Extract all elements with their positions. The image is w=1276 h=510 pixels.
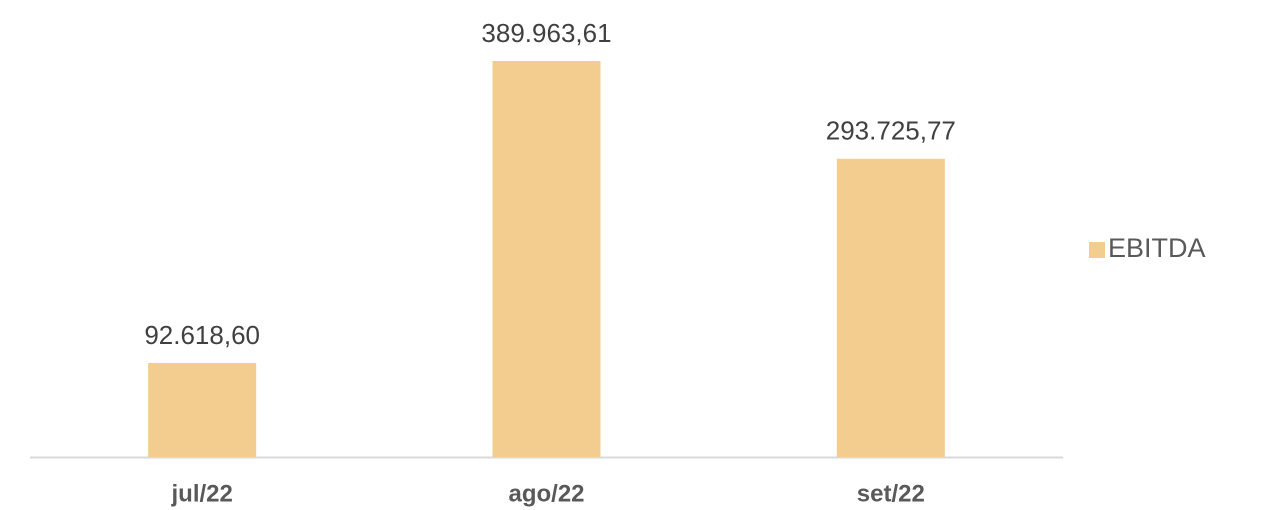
- x-tick-label: jul/22: [170, 480, 232, 507]
- bar: [492, 61, 601, 457]
- data-label: 293.725,77: [826, 116, 956, 146]
- x-tick-label: set/22: [857, 480, 925, 507]
- bar: [836, 158, 945, 457]
- data-label: 389.963,61: [481, 18, 611, 48]
- bar: [148, 362, 257, 457]
- legend-swatch: [1089, 242, 1105, 258]
- legend-label: EBITDA: [1108, 233, 1206, 263]
- x-tick-label: ago/22: [508, 480, 584, 507]
- data-label: 92.618,60: [144, 320, 260, 350]
